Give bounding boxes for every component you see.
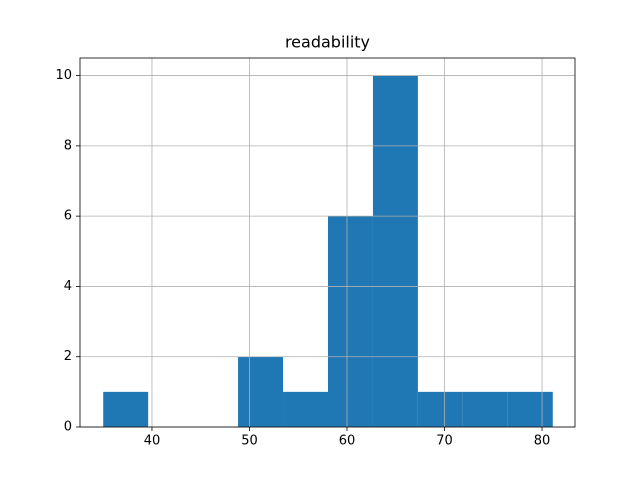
y-tick-label: 6 (64, 209, 72, 224)
y-tick-label: 0 (64, 420, 72, 435)
bar (283, 391, 328, 427)
y-tick-label: 8 (64, 138, 72, 153)
y-tick-label: 2 (64, 349, 72, 364)
bar (462, 391, 508, 427)
x-tick-label: 50 (241, 434, 258, 449)
x-tick-label: 80 (534, 434, 551, 449)
bar (238, 356, 284, 427)
x-tick-label: 60 (339, 434, 356, 449)
bar (417, 391, 463, 427)
x-tick-label: 40 (144, 434, 161, 449)
bar (327, 216, 373, 427)
bar (507, 391, 553, 427)
x-tick-label: 70 (436, 434, 453, 449)
y-tick-label: 4 (64, 279, 72, 294)
bar (372, 75, 418, 428)
plot-frame (79, 57, 576, 428)
chart-title: readability (285, 33, 370, 52)
bar (103, 391, 149, 427)
y-tick-label: 10 (55, 68, 72, 83)
